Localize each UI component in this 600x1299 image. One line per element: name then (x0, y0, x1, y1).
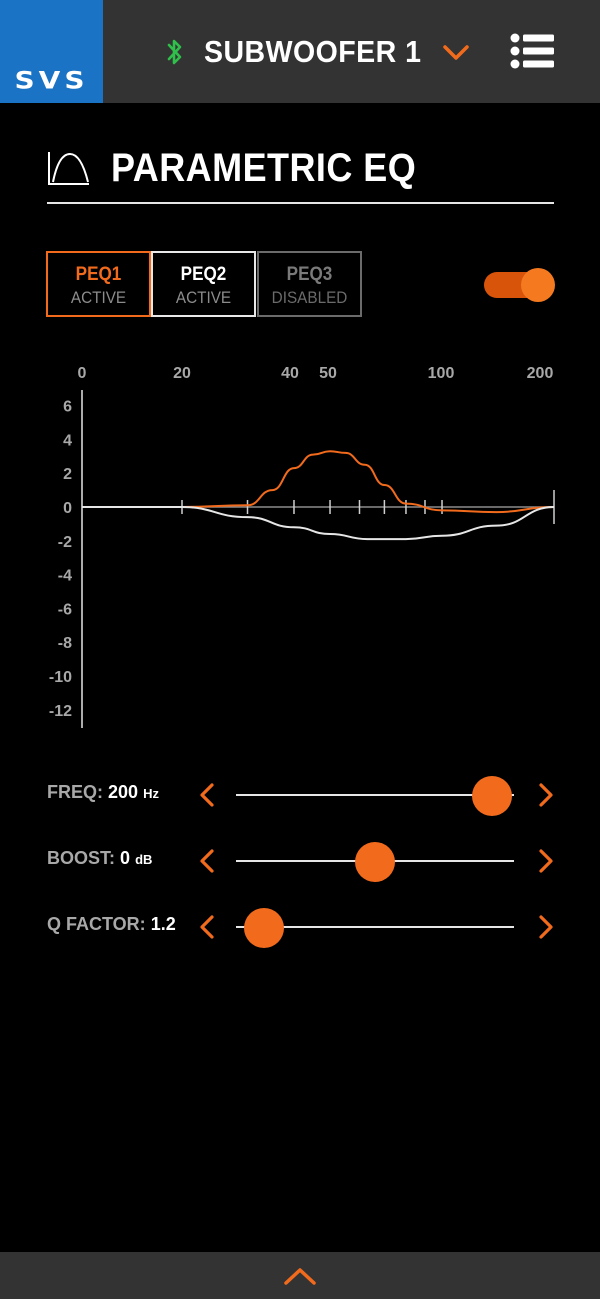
y-tick-label: 0 (63, 500, 72, 517)
eq-curve-series-1 (82, 450, 555, 514)
boost-value: 0 (120, 848, 131, 868)
qfactor-slider-track[interactable] (236, 926, 514, 928)
freq-decrease-button[interactable] (196, 782, 218, 808)
x-tick-label: 100 (428, 365, 455, 382)
chevron-down-icon[interactable] (442, 42, 470, 62)
page-title: PARAMETRIC EQ (111, 145, 417, 190)
list-menu-icon[interactable] (509, 33, 555, 69)
tab-peq2-name: PEQ2 (180, 264, 227, 285)
qfactor-decrease-button[interactable] (196, 914, 218, 940)
y-tick-label: -6 (58, 601, 72, 618)
x-tick-label: 20 (173, 365, 191, 382)
app-header: SVS SUBWOOFER 1 (0, 0, 600, 103)
tab-peq3-name: PEQ3 (286, 264, 333, 285)
freq-value: 200 (108, 782, 139, 802)
tab-peq1[interactable]: PEQ1 ACTIVE (46, 251, 151, 317)
freq-slider-row: FREQ: 200 Hz (0, 770, 600, 820)
qfactor-slider-row: Q FACTOR: 1.2 (0, 902, 600, 952)
boost-label-text: BOOST: (47, 848, 116, 868)
y-tick-label: 6 (63, 399, 72, 416)
y-tick-label: -12 (49, 703, 72, 720)
x-tick-label: 0 (78, 365, 87, 382)
tab-peq2-state: ACTIVE (175, 288, 232, 307)
boost-slider-row: BOOST: 0 dB (0, 836, 600, 886)
chevron-up-icon[interactable] (283, 1266, 317, 1286)
freq-slider-knob[interactable] (471, 776, 512, 816)
eq-curve-series-2 (82, 506, 555, 541)
freq-label: FREQ: 200 Hz (47, 782, 159, 803)
bluetooth-icon (166, 37, 188, 67)
tab-peq1-state: ACTIVE (70, 288, 127, 307)
x-tick-label: 50 (319, 365, 337, 382)
y-tick-label: -8 (58, 635, 72, 652)
freq-unit: Hz (143, 786, 159, 801)
boost-unit: dB (135, 852, 153, 867)
freq-slider-track[interactable] (236, 794, 514, 796)
tab-peq2[interactable]: PEQ2 ACTIVE (151, 251, 256, 317)
qfactor-label: Q FACTOR: 1.2 (47, 914, 176, 935)
boost-slider-knob[interactable] (355, 842, 395, 882)
y-tick-label: -4 (58, 568, 72, 585)
qfactor-label-text: Q FACTOR: (47, 914, 146, 934)
eq-curve-icon (47, 150, 91, 186)
device-name: SUBWOOFER 1 (204, 34, 422, 69)
qfactor-slider-knob[interactable] (243, 908, 284, 948)
peq-enable-toggle[interactable] (484, 268, 555, 302)
x-tick-label: 200 (527, 365, 554, 382)
freq-label-text: FREQ: (47, 782, 103, 802)
section-header: PARAMETRIC EQ (47, 140, 450, 196)
bottom-drawer-bar[interactable] (0, 1252, 600, 1299)
toggle-knob[interactable] (521, 268, 555, 302)
y-tick-label: -10 (49, 669, 72, 686)
y-tick-label: 2 (63, 466, 72, 483)
boost-decrease-button[interactable] (196, 848, 218, 874)
boost-increase-button[interactable] (535, 848, 557, 874)
device-selector[interactable]: SUBWOOFER 1 (166, 30, 470, 74)
eq-response-chart: 6 4 2 0 -2 -4 -6 -8 -10 -12 0 20 40 50 100 200 (0, 350, 600, 740)
title-divider (47, 202, 554, 204)
freq-increase-button[interactable] (535, 782, 557, 808)
x-tick-label: 40 (281, 365, 299, 382)
logo-text: SVS (14, 66, 89, 95)
svs-logo[interactable]: SVS (0, 0, 103, 103)
tab-peq3[interactable]: PEQ3 DISABLED (257, 251, 362, 317)
tab-peq3-state: DISABLED (271, 288, 348, 307)
y-tick-label: -2 (58, 534, 72, 551)
tab-peq1-name: PEQ1 (75, 264, 122, 285)
boost-label: BOOST: 0 dB (47, 848, 152, 869)
y-tick-label: 4 (63, 432, 72, 449)
qfactor-value: 1.2 (150, 914, 176, 934)
qfactor-increase-button[interactable] (535, 914, 557, 940)
